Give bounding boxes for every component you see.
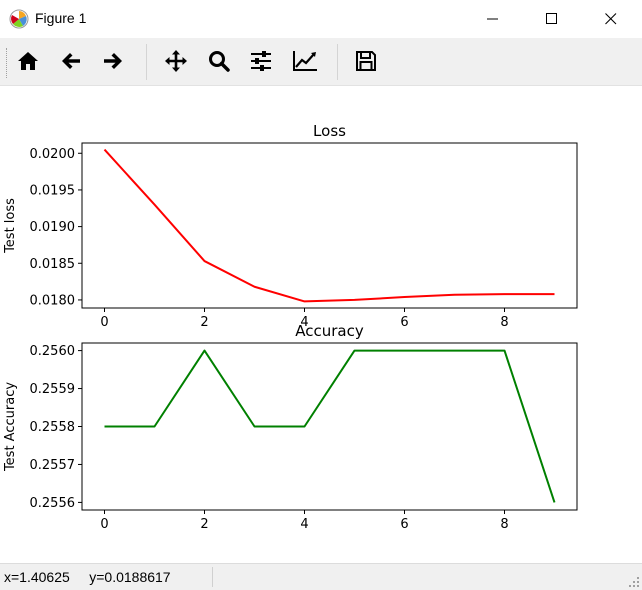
y-tick-label: 0.0190 [30,220,76,235]
sliders-icon [249,49,273,73]
x-tick-label: 6 [400,517,408,532]
y-tick-label: 0.0200 [30,147,76,162]
back-button[interactable] [54,44,88,78]
zoom-button[interactable] [202,44,236,78]
close-icon [605,13,617,25]
axes-frame [82,143,577,308]
y-tick-label: 0.2559 [30,382,76,397]
x-tick-label: 6 [400,315,408,330]
status-separator [212,567,213,587]
window-title: Figure 1 [35,10,86,26]
y-tick-label: 0.2560 [30,344,76,359]
navigation-toolbar [0,38,642,86]
y-tick-label: 0.0180 [30,293,76,308]
line-chart-icon [292,49,318,73]
toolbar-grip[interactable] [6,48,10,78]
save-button[interactable] [349,44,383,78]
status-bar: x=1.40625 y=0.0188617 [0,563,642,590]
cursor-coordinates: x=1.40625 y=0.0188617 [4,569,171,585]
move-icon [164,49,188,73]
minimize-icon [487,13,499,25]
figure-canvas[interactable]: 0 2 4 6 8 0.0180 0.0185 0.0190 0.0195 0.0200 Loss T… [0,86,642,563]
y-axis-label: Test Accuracy [3,382,18,472]
zoom-icon [207,49,231,73]
forward-button[interactable] [96,44,130,78]
x-tick-label: 8 [500,517,508,532]
chart-title: Accuracy [295,322,364,340]
arrow-right-icon [101,49,125,73]
axes-frame [82,343,577,510]
maximize-button[interactable] [529,0,575,38]
chart-title: Loss [313,122,346,140]
pan-button[interactable] [159,44,193,78]
subplots-button[interactable] [244,44,278,78]
x-tick-label: 0 [100,315,108,330]
toolbar-separator [146,44,147,80]
app-icon [9,9,29,29]
x-tick-label: 2 [200,315,208,330]
save-icon [354,49,378,73]
x-tick-label: 8 [500,315,508,330]
y-tick-label: 0.2557 [30,458,76,473]
home-icon [16,49,40,73]
y-axis-label: Test loss [3,198,18,254]
title-bar: Figure 1 [0,0,642,38]
x-tick-label: 2 [200,517,208,532]
resize-grip-icon[interactable] [628,576,640,588]
y-tick-label: 0.2556 [30,496,76,511]
figure-svg: 0 2 4 6 8 0.0180 0.0185 0.0190 0.0195 0.0200 Loss T… [0,86,642,563]
y-tick-label: 0.2558 [30,420,76,435]
y-tick-label: 0.0185 [30,257,76,272]
customize-button[interactable] [287,44,321,78]
x-tick-label: 4 [300,517,308,532]
minimize-button[interactable] [470,0,516,38]
arrow-left-icon [59,49,83,73]
y-tick-label: 0.0195 [30,183,76,198]
close-button[interactable] [588,0,634,38]
home-button[interactable] [11,44,45,78]
toolbar-separator [337,44,338,80]
maximize-icon [546,13,558,25]
subplot-1: 0 2 4 6 8 0.2556 0.2557 0.2558 0.2559 0.2560 Accur… [3,322,577,532]
x-tick-label: 0 [100,517,108,532]
series-line-1-0 [105,351,555,503]
series-line-0-0 [105,150,555,302]
